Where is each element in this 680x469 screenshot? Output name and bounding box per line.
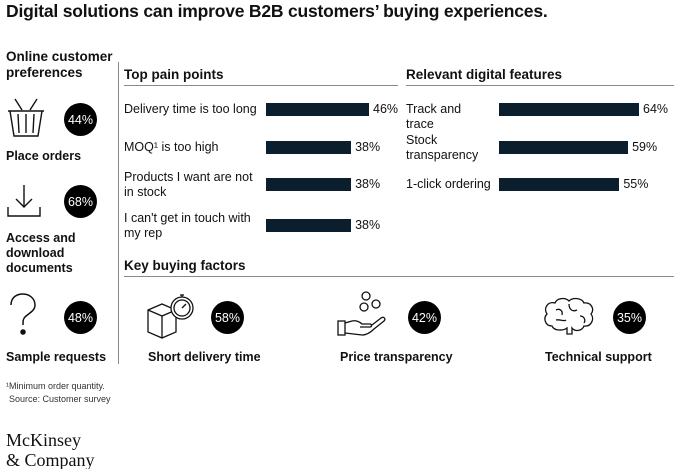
pain-points-rule <box>124 85 398 86</box>
brain-icon <box>544 297 594 335</box>
pain-value-1: 38% <box>355 140 381 154</box>
pain-bar-2 <box>266 178 352 191</box>
column-divider <box>118 62 119 364</box>
pain-bar-3 <box>266 219 352 232</box>
pain-value-2: 38% <box>355 177 381 191</box>
features-value-1: 59% <box>632 140 658 154</box>
pain-value-0: 46% <box>373 102 399 116</box>
pain-label-3: I can't get in touch with my rep <box>124 211 251 240</box>
online-preferences-heading: Online customer preferences <box>6 49 113 80</box>
pain-bar-1 <box>266 141 352 154</box>
pain-value-3: 38% <box>355 218 381 232</box>
pain-label-1: MOQ¹ is too high <box>124 140 219 154</box>
pain-points-heading: Top pain points <box>124 67 224 82</box>
features-bar-0 <box>499 103 639 116</box>
features-bar-2 <box>499 178 620 191</box>
pain-bar-0 <box>266 103 369 116</box>
features-value-2: 55% <box>623 177 649 191</box>
box-stopwatch-icon <box>147 294 194 339</box>
place-orders-label: Place orders <box>6 149 82 163</box>
question-mark-icon <box>10 293 36 335</box>
sample-requests-label: Sample requests <box>6 350 107 364</box>
access-documents-label: Access and download documents <box>6 231 76 275</box>
features-label-2: 1-click ordering <box>406 177 491 191</box>
features-value-0: 64% <box>643 102 669 116</box>
features-label-1: Stock transparency <box>406 133 479 162</box>
technical-support-label: Technical support <box>545 350 652 364</box>
digital-features-heading: Relevant digital features <box>406 67 563 82</box>
place-orders-badge: 44% <box>64 103 97 136</box>
pain-label-2: Products I want are not in stock <box>124 170 253 199</box>
logo-line-2: & Company <box>6 450 95 469</box>
short-delivery-badge: 58% <box>211 301 244 334</box>
pain-label-0: Delivery time is too long <box>124 102 257 116</box>
page-title: Digital solutions can improve B2B custom… <box>6 1 548 21</box>
access-documents-badge: 68% <box>64 185 97 218</box>
shopping-basket-icon <box>8 98 44 137</box>
price-transparency-badge: 42% <box>408 301 441 334</box>
download-icon <box>7 185 41 217</box>
buying-factors-rule <box>124 276 674 277</box>
features-bar-1 <box>499 141 629 154</box>
sample-requests-badge: 48% <box>64 301 97 334</box>
footnote: ¹Minimum order quantity. <box>6 381 105 391</box>
source-note: Source: Customer survey <box>9 394 111 404</box>
mckinsey-logo: McKinsey & Company <box>6 430 95 469</box>
short-delivery-label: Short delivery time <box>148 350 261 364</box>
features-label-0: Track and trace <box>406 102 462 131</box>
price-transparency-label: Price transparency <box>340 350 453 364</box>
technical-support-badge: 35% <box>613 301 646 334</box>
logo-line-1: McKinsey <box>6 430 81 450</box>
buying-factors-heading: Key buying factors <box>124 258 246 273</box>
digital-features-rule <box>406 85 674 86</box>
hand-coins-icon <box>337 291 386 336</box>
